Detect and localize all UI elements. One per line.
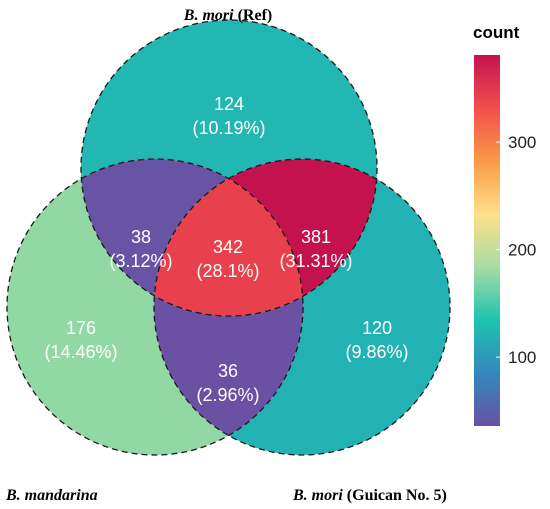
set-name-guican: B. mori (Guican No. 5) [292, 487, 447, 504]
label-mand-guican-percent: (2.96%) [196, 385, 259, 405]
label-all-count: 342 [213, 237, 243, 257]
label-ref-mand-percent: (3.12%) [109, 251, 172, 271]
circle-outline-mand [6, 158, 304, 456]
label-ref-mand-count: 38 [131, 227, 151, 247]
set-name-ref-suffix: (Ref) [234, 7, 273, 24]
set-name-guican-suffix: (Guican No. 5) [343, 487, 447, 504]
label-mand-only-percent: (14.46%) [44, 342, 117, 362]
color-legend: count 100 200 300 [473, 23, 536, 426]
region-labels: 124 (10.19%) 176 (14.46%) 120 (9.86%) 38… [44, 94, 408, 405]
label-guican-only-count: 120 [362, 318, 392, 338]
label-mand-only-count: 176 [66, 318, 96, 338]
venn-regions [7, 20, 450, 455]
set-name-ref: B. mori (Ref) [183, 7, 272, 24]
circle-outline-ref [80, 19, 378, 317]
label-all-percent: (28.1%) [196, 261, 259, 281]
legend-tick-label: 100 [508, 348, 536, 367]
set-name-mand-italic: B. mandarina [5, 487, 98, 504]
label-ref-guican-percent: (31.31%) [279, 251, 352, 271]
label-guican-only-percent: (9.86%) [345, 342, 408, 362]
label-ref-only-count: 124 [214, 94, 244, 114]
set-name-guican-italic: B. mori [292, 487, 343, 504]
legend-tick-label: 200 [508, 241, 536, 260]
label-mand-guican-count: 36 [218, 361, 238, 381]
legend-colorbar [474, 55, 500, 426]
label-ref-only-percent: (10.19%) [192, 118, 265, 138]
legend-ticks: 100 200 300 [496, 133, 536, 367]
label-ref-guican-count: 381 [301, 227, 331, 247]
set-name-mand: B. mandarina [5, 487, 98, 504]
legend-tick-label: 300 [508, 133, 536, 152]
legend-title: count [473, 23, 520, 42]
set-name-ref-italic: B. mori [183, 7, 234, 24]
circle-outline-guican [153, 158, 451, 456]
venn-outlines [6, 19, 451, 456]
